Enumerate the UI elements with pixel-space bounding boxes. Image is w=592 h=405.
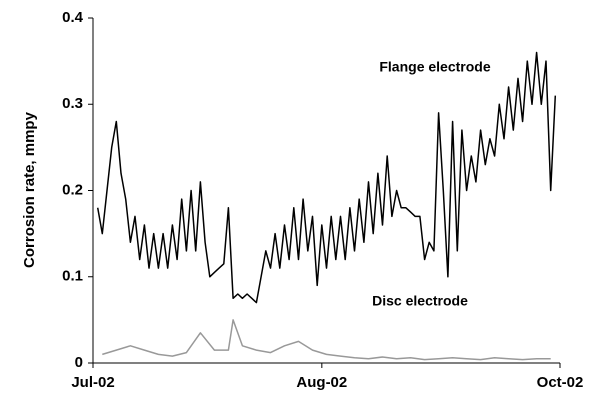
x-tick-label: Jul-02 — [71, 374, 114, 391]
series-line — [102, 319, 551, 361]
y-tick-label: 0 — [75, 354, 83, 371]
y-tick-label: 0.4 — [62, 9, 84, 26]
series-label: Flange electrode — [379, 59, 490, 75]
y-tick-label: 0.3 — [62, 95, 83, 112]
series-label: Disc electrode — [372, 293, 468, 309]
y-tick-label: 0.2 — [62, 181, 83, 198]
x-tick-label: Aug-02 — [296, 374, 347, 391]
series-line — [96, 51, 557, 304]
y-axis-label: Corrosion rate, mmpy — [21, 111, 38, 268]
x-tick-label: Oct-02 — [537, 374, 584, 391]
y-tick-label: 0.1 — [62, 268, 83, 285]
